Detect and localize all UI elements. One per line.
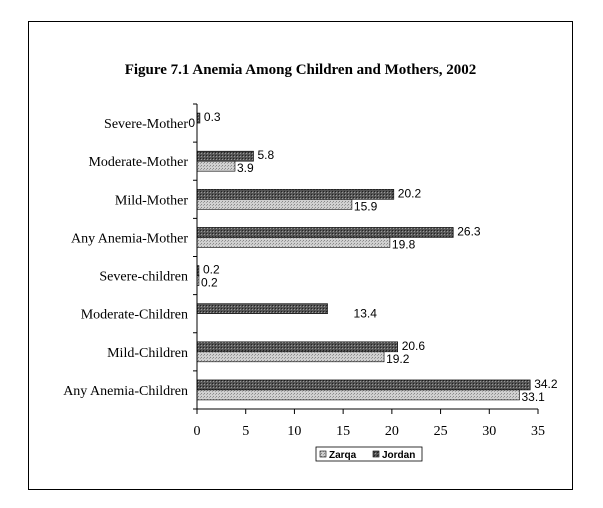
data-label-jordan: 13.4: [354, 307, 378, 321]
data-label-zarqa: 0.2: [201, 276, 218, 290]
bar-zarqa: [196, 160, 236, 172]
category-label: Mild-Mother: [115, 193, 188, 208]
data-label-zarqa: 19.8: [392, 237, 416, 251]
bar-zarqa: [196, 199, 353, 210]
category-label: Moderate-Children: [81, 308, 188, 323]
x-tick-label: 0: [194, 424, 201, 439]
category-label: Severe-children: [99, 270, 188, 285]
data-label-jordan: 5.8: [258, 148, 275, 162]
legend: Zarqa Jordan: [315, 446, 423, 462]
bar-zarqa: [196, 237, 391, 248]
category-label: Mild-Children: [107, 346, 188, 361]
data-label-jordan: 34.2: [534, 377, 558, 391]
data-label-jordan: 20.6: [402, 339, 426, 353]
bar-jordan: [196, 227, 454, 238]
data-label-zarqa: 0: [188, 116, 195, 130]
data-label-zarqa: 15.9: [354, 199, 378, 213]
data-label-zarqa: 19.2: [386, 352, 410, 366]
category-label: Any Anemia-Children: [63, 384, 188, 399]
bar-jordan: [196, 189, 395, 200]
x-tick-label: 20: [385, 424, 399, 439]
x-tick-label: 30: [482, 424, 496, 439]
data-label-jordan: 20.2: [398, 186, 422, 200]
bars-group: 0.3 0 5.8 3.9 20.2 15.9 26.3 19.8 0.20.2 13.4 20.6…: [188, 110, 558, 404]
bar-jordan: [196, 379, 531, 391]
legend-label: Jordan: [382, 450, 415, 461]
x-tick-label: 35: [531, 424, 545, 439]
category-label: Any Anemia-Mother: [71, 231, 188, 246]
x-tick-label: 15: [336, 424, 350, 439]
data-label-zarqa: 33.1: [521, 390, 545, 404]
bar-zarqa: [196, 351, 385, 363]
data-label-jordan: 0.2: [203, 263, 220, 277]
x-tick-label: 25: [434, 424, 448, 439]
legend-label: Zarqa: [329, 450, 357, 461]
bar-zarqa: [196, 389, 520, 401]
data-label-zarqa: 3.9: [237, 161, 254, 175]
legend-swatch: [372, 450, 380, 458]
x-tick-label: 10: [287, 424, 301, 439]
category-label: Moderate-Mother: [88, 155, 188, 170]
data-label-jordan: 26.3: [457, 224, 481, 238]
bar-jordan: [196, 303, 328, 314]
legend-swatch: [319, 450, 327, 458]
x-tick-label: 5: [242, 424, 249, 439]
chart-frame: [28, 21, 573, 490]
chart-title: Figure 7.1 Anemia Among Children and Mot…: [124, 62, 477, 78]
data-label-jordan: 0.3: [204, 110, 221, 124]
bar-jordan: [196, 341, 399, 353]
category-label: Severe-Mother: [104, 117, 188, 132]
legend-box: [315, 446, 423, 462]
axes-group: Severe-Mother Moderate-Mother Mild-Mother A…: [63, 103, 545, 439]
bar-jordan: [196, 150, 254, 162]
